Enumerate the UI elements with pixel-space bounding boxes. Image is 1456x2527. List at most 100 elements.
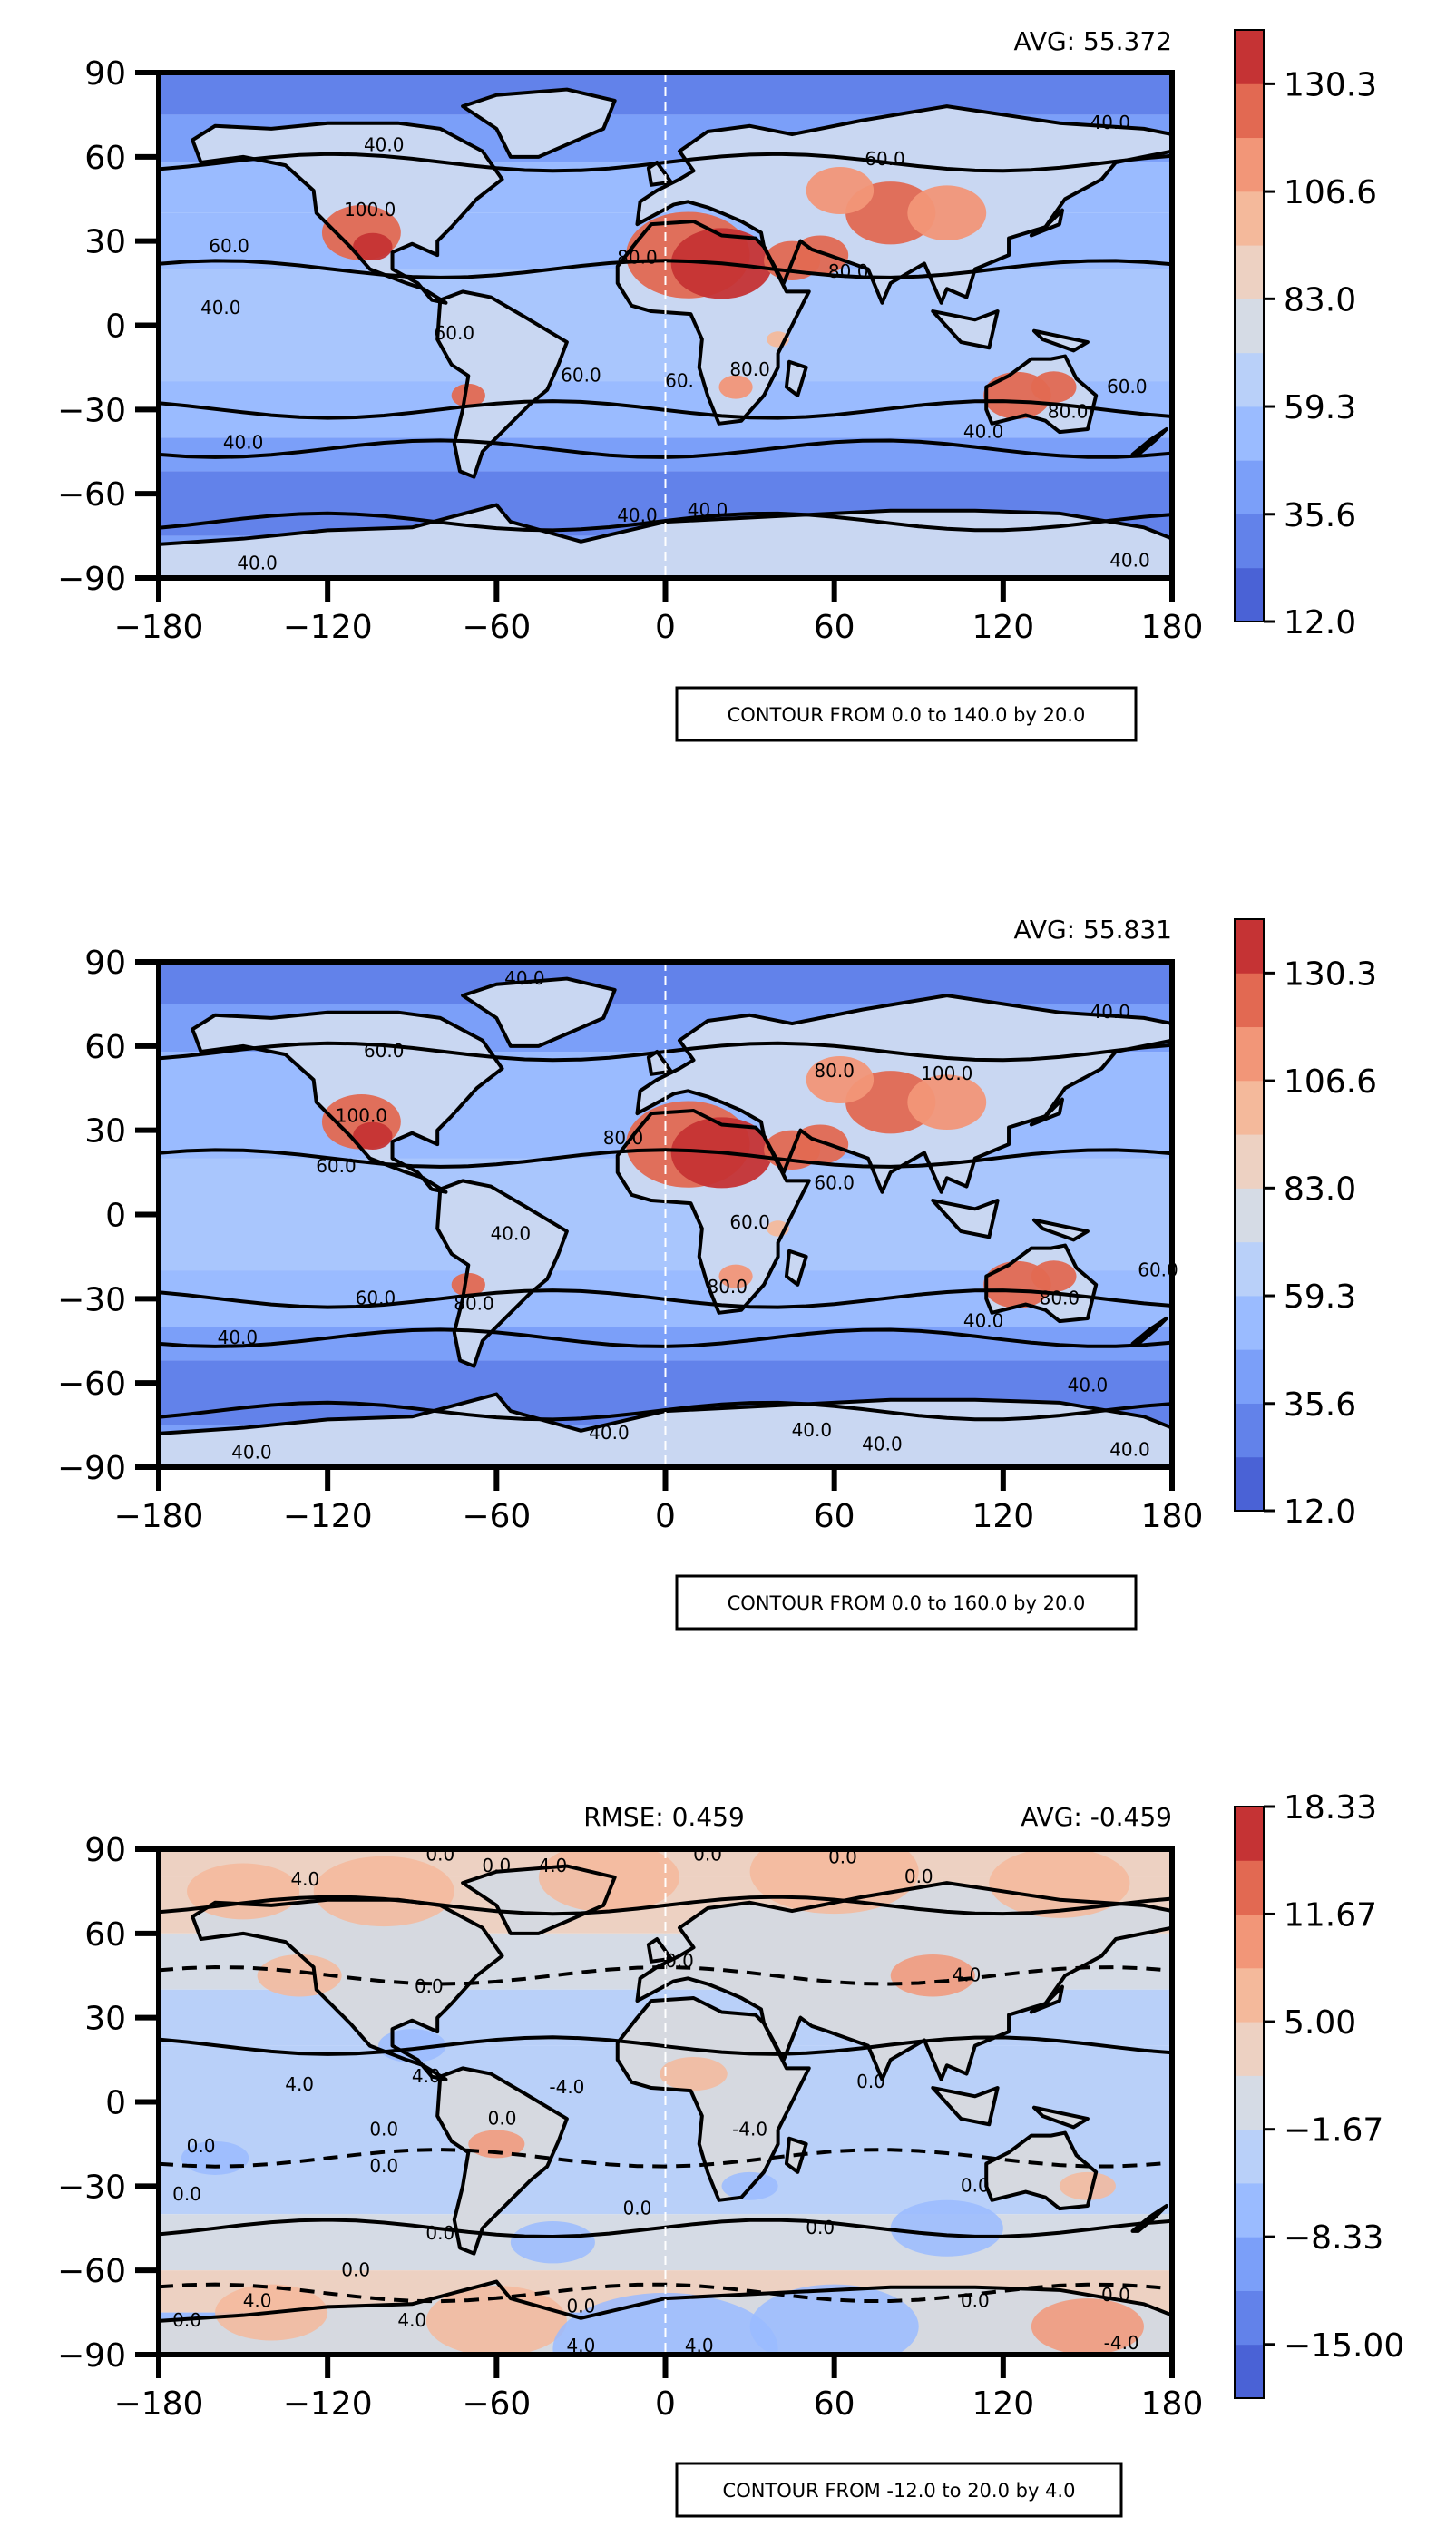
colorbar-segment bbox=[1235, 919, 1264, 974]
colorbar-segment bbox=[1235, 1188, 1264, 1243]
contour-line bbox=[159, 259, 1172, 279]
contour-label: 0.0 bbox=[693, 1843, 722, 1865]
contour-label: -4.0 bbox=[549, 2076, 584, 2098]
y-tick-label: 90 bbox=[84, 55, 126, 93]
coastlines bbox=[159, 73, 1172, 578]
contour-label: 0.0 bbox=[856, 2071, 885, 2092]
y-tick-label: 30 bbox=[84, 1113, 126, 1151]
x-tick-label: 0 bbox=[655, 1498, 676, 1535]
coastline bbox=[646, 1937, 673, 1964]
anomaly-region bbox=[313, 1856, 454, 1927]
contour-labels: 40.0 60.0 100.0 60.0 40.0 60.0 40.0 80.0 80.0 100… bbox=[218, 967, 1178, 1464]
x-axis: −180 −120 −60 0 60 120 180 bbox=[114, 578, 1203, 646]
x-axis: −180 −120 −60 0 60 120 180 bbox=[114, 2355, 1203, 2423]
anomaly-region bbox=[1031, 2298, 1144, 2355]
contour-range-text: CONTOUR FROM 0.0 to 140.0 by 20.0 bbox=[728, 704, 1086, 726]
contour-label: 40.0 bbox=[688, 499, 728, 521]
land-region bbox=[933, 1200, 998, 1238]
colorbar: 130.3 106.6 83.0 59.3 35.6 12.0 bbox=[1234, 918, 1377, 1531]
colorbar-segment bbox=[1235, 1860, 1264, 1915]
y-tick-label: −90 bbox=[57, 2337, 126, 2375]
land-region bbox=[1033, 2107, 1088, 2128]
contour-label: 0.0 bbox=[172, 2183, 201, 2205]
x-tick-label: 60 bbox=[814, 2385, 855, 2423]
colorbar-segment bbox=[1235, 1026, 1264, 1082]
colorbar-tick-label: 35.6 bbox=[1284, 497, 1356, 534]
colorbar-segment bbox=[1235, 352, 1264, 407]
colorbar-segment bbox=[1235, 1456, 1264, 1512]
contour-label: 40.0 bbox=[504, 967, 545, 989]
coastlines bbox=[159, 962, 1172, 1467]
colorbar-tick-label: 12.0 bbox=[1284, 604, 1356, 642]
contour-label: 60.0 bbox=[435, 322, 475, 344]
contour-label: 60.0 bbox=[814, 1172, 855, 1194]
coastline bbox=[159, 503, 1172, 578]
hot-region bbox=[907, 1074, 987, 1131]
colorbar-segment bbox=[1235, 2182, 1264, 2238]
y-tick-label: −30 bbox=[57, 392, 126, 429]
contour-label: 80.0 bbox=[814, 1060, 855, 1082]
contour-range-box: CONTOUR FROM -12.0 to 20.0 by 4.0 bbox=[675, 2462, 1123, 2518]
colorbar-tick-label: 106.6 bbox=[1284, 1063, 1377, 1101]
contour-label: 40.0 bbox=[218, 1327, 259, 1348]
colorbar-segment bbox=[1235, 30, 1264, 84]
x-tick-label: −120 bbox=[283, 1498, 373, 1535]
contour-labels: 40.0 40.0 60.0 100.0 40.0 60.0 60.0 60. 80.0 80.0… bbox=[200, 112, 1150, 574]
coastline bbox=[615, 1996, 811, 2202]
land-region bbox=[1031, 1099, 1062, 1125]
y-tick-label: −60 bbox=[57, 476, 126, 514]
colorbar-tick-label: 11.67 bbox=[1284, 1896, 1377, 1934]
contour-label: 60. bbox=[665, 370, 694, 392]
coastline bbox=[1130, 2203, 1168, 2233]
colorbar-segment bbox=[1235, 1967, 1264, 2023]
coastline bbox=[461, 1864, 617, 1935]
coastline bbox=[1029, 1984, 1064, 2014]
contour-label: 40.0 bbox=[364, 134, 405, 156]
colorbar-segment bbox=[1235, 1295, 1264, 1350]
contour-label: 80.0 bbox=[1048, 401, 1089, 423]
contour-line bbox=[159, 1148, 1172, 1169]
colorbar-segment bbox=[1235, 1349, 1264, 1404]
contour-label: 80.0 bbox=[454, 1293, 494, 1315]
y-tick-label: 60 bbox=[84, 1916, 126, 1954]
colorbar-segment bbox=[1235, 1080, 1264, 1135]
coastline bbox=[931, 2086, 1000, 2127]
colorbar-tick-label: −1.67 bbox=[1284, 2112, 1383, 2150]
contour-label: 80.0 bbox=[1040, 1288, 1080, 1309]
land-region bbox=[933, 311, 998, 348]
y-tick-label: −30 bbox=[57, 1281, 126, 1318]
x-axis: −180 −120 −60 0 60 120 180 bbox=[114, 1467, 1203, 1535]
x-tick-label: −120 bbox=[283, 2385, 373, 2423]
contour-label: 40.0 bbox=[223, 432, 264, 454]
x-tick-label: −60 bbox=[462, 2385, 531, 2423]
land-region bbox=[933, 2088, 998, 2125]
contour-label: 40.0 bbox=[231, 1442, 272, 1464]
contour-label: 40.0 bbox=[1090, 1001, 1130, 1023]
x-tick-label: −60 bbox=[462, 1498, 531, 1535]
colorbar-segment bbox=[1235, 2344, 1264, 2399]
y-tick-label: 0 bbox=[105, 2085, 126, 2122]
colorbar-tick-label: −8.33 bbox=[1284, 2219, 1383, 2257]
y-tick-label: −90 bbox=[57, 561, 126, 598]
hot-region bbox=[451, 383, 485, 407]
land-region bbox=[1033, 1219, 1088, 1240]
contour-label: 0.0 bbox=[482, 1855, 511, 1876]
contour-label: 40.0 bbox=[617, 504, 658, 526]
colorbar: 130.3 106.6 83.0 59.3 35.6 12.0 bbox=[1234, 29, 1377, 642]
contour-label: 0.0 bbox=[369, 2119, 398, 2140]
anomaly-region bbox=[257, 1954, 342, 1997]
y-tick-label: 30 bbox=[84, 224, 126, 261]
hot-region bbox=[353, 1121, 393, 1151]
hot-region bbox=[718, 375, 753, 399]
contour-label: 40.0 bbox=[491, 1222, 532, 1244]
coastline bbox=[784, 359, 808, 397]
y-tick-label: −60 bbox=[57, 2253, 126, 2290]
contour-label: 60.0 bbox=[209, 235, 249, 257]
contour-label: 40.0 bbox=[963, 420, 1004, 442]
coastline bbox=[784, 2136, 808, 2174]
colorbar-segment bbox=[1235, 2290, 1264, 2346]
colorbar-tick-label: 59.3 bbox=[1284, 1278, 1356, 1316]
land-region bbox=[786, 361, 806, 396]
contour-label: 80.0 bbox=[603, 1127, 644, 1149]
x-tick-label: −180 bbox=[114, 1498, 204, 1535]
